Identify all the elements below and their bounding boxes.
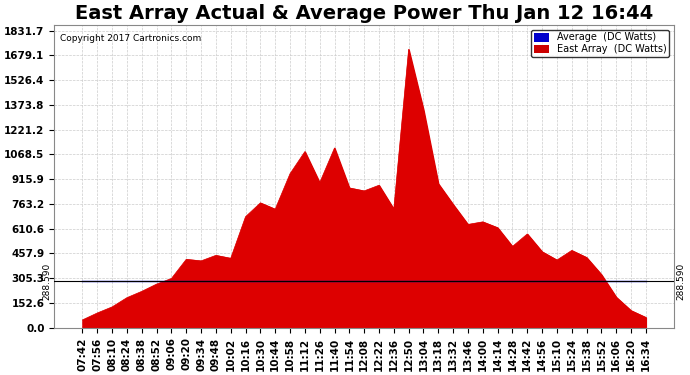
Text: 288.590: 288.590: [43, 262, 52, 300]
Text: Copyright 2017 Cartronics.com: Copyright 2017 Cartronics.com: [61, 34, 201, 43]
Legend: Average  (DC Watts), East Array  (DC Watts): Average (DC Watts), East Array (DC Watts…: [531, 30, 669, 57]
Text: 288.590: 288.590: [677, 262, 686, 300]
Title: East Array Actual & Average Power Thu Jan 12 16:44: East Array Actual & Average Power Thu Ja…: [75, 4, 653, 23]
